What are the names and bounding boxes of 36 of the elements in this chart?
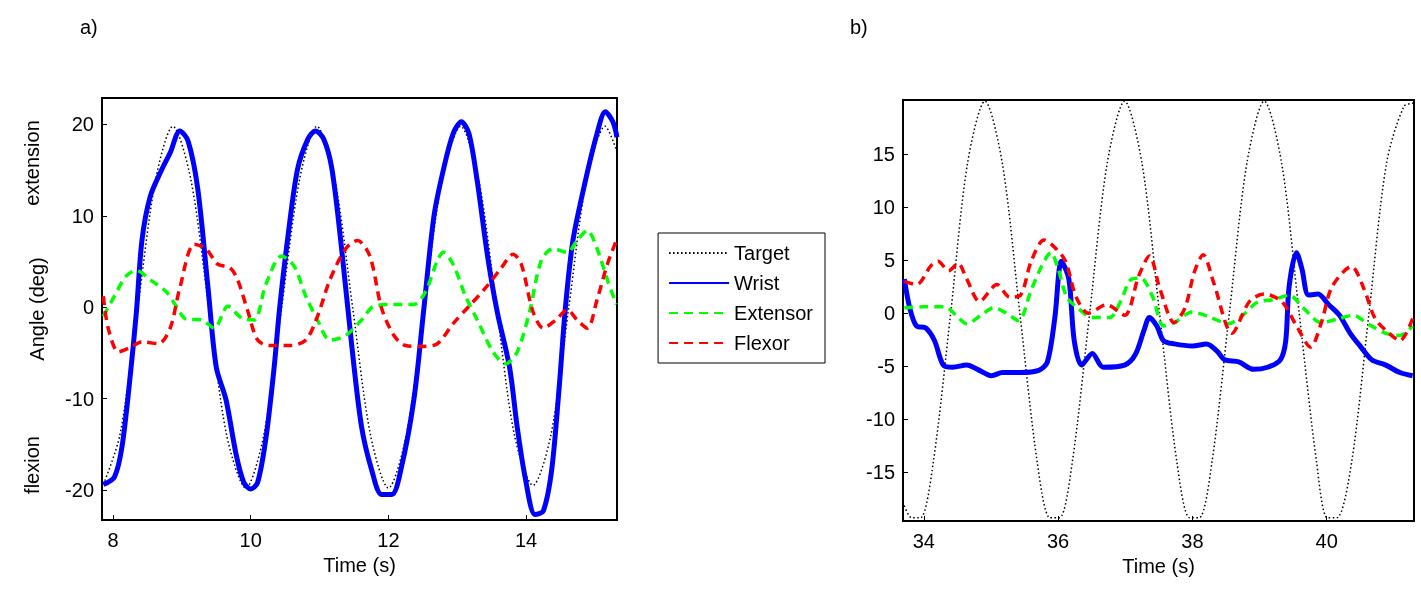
- x-tick-label: 10: [239, 529, 262, 551]
- y-tick-label: 15: [872, 143, 895, 166]
- line-series: [902, 238, 1415, 349]
- chart-title: b): [850, 16, 868, 38]
- y-tick-label: 10: [71, 204, 94, 227]
- x-tick-label: 34: [912, 530, 935, 552]
- x-tick-label: 14: [514, 529, 538, 551]
- y-tick-label: -5: [877, 355, 895, 378]
- y-tick-label: -10: [65, 387, 94, 410]
- line-series: [902, 100, 1415, 519]
- line-series: [101, 228, 619, 366]
- legend-label: Target: [734, 242, 791, 264]
- x-axis-title: Time (s): [323, 553, 396, 576]
- x-tick-label: 12: [377, 529, 400, 551]
- legend-label: Extensor: [734, 302, 814, 324]
- legend-label: Flexor: [734, 332, 790, 354]
- y-tick-label: 0: [883, 302, 895, 325]
- x-tick-label: 40: [1315, 530, 1338, 552]
- y-tick-label: 20: [71, 113, 94, 136]
- chart-title: a): [80, 16, 98, 38]
- x-tick-label: 38: [1181, 530, 1204, 552]
- line-series: [902, 250, 1415, 338]
- x-tick-label: 36: [1046, 530, 1070, 552]
- y-tick-label: 0: [82, 296, 94, 319]
- y-axis-title: Angle (deg): [26, 257, 48, 361]
- legend-label: Wrist: [734, 272, 780, 294]
- text: flexion: [21, 436, 43, 494]
- y-tick-label: 5: [883, 249, 895, 272]
- y-tick-label: -15: [866, 461, 895, 484]
- x-axis-title: Time (s): [1122, 554, 1195, 577]
- x-tick-label: 8: [107, 529, 119, 551]
- line-series: [101, 238, 619, 354]
- y-tick-label: 10: [872, 196, 895, 219]
- y-tick-label: -10: [866, 408, 895, 431]
- text: extension: [21, 120, 43, 206]
- y-tick-label: -20: [65, 478, 94, 501]
